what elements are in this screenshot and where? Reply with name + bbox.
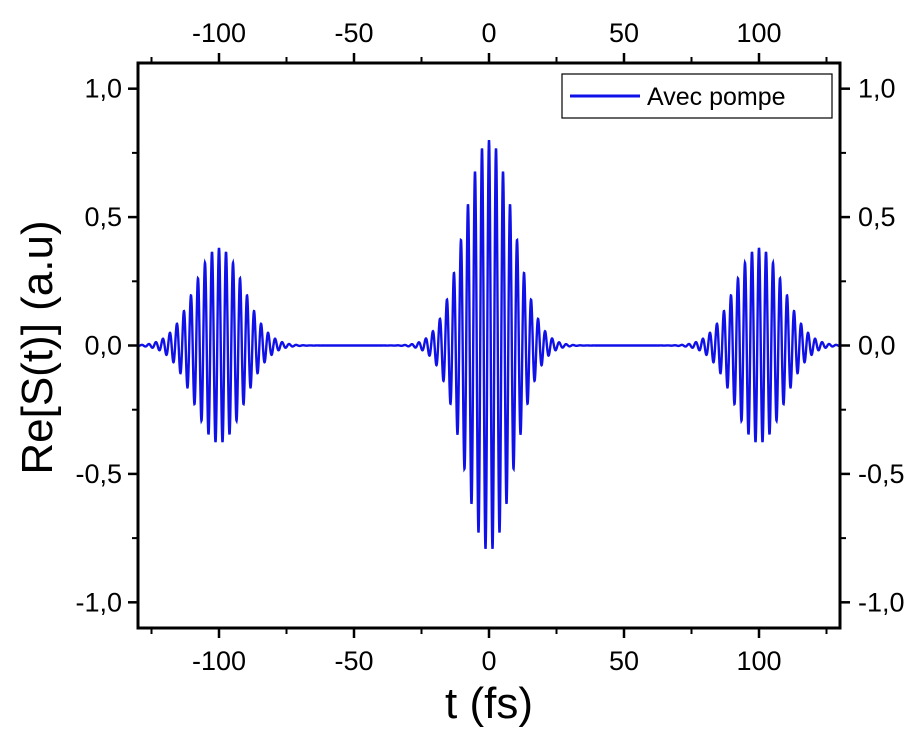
x-tick-label-bottom: 50: [609, 646, 639, 676]
series-layer: [137, 139, 841, 549]
legend: Avec pompe: [561, 73, 833, 119]
x-tick-label-top: 50: [609, 18, 639, 48]
y-tick-label-left: 0,0: [84, 331, 122, 361]
series-line-avec-pompe: [137, 139, 841, 549]
legend-label: Avec pompe: [647, 83, 786, 111]
x-tick-label-bottom: -50: [334, 646, 373, 676]
y-tick-label-right: 0,5: [858, 202, 896, 232]
x-tick-label-top: 100: [736, 18, 781, 48]
y-tick-label-left: 1,0: [84, 74, 122, 104]
x-axis-title: t (fs): [445, 679, 533, 728]
y-tick-label-right: -0,5: [858, 459, 905, 489]
y-tick-label-right: 1,0: [858, 74, 896, 104]
y-tick-label-left: 0,5: [84, 202, 122, 232]
x-tick-label-top: -50: [334, 18, 373, 48]
y-tick-label-right: -1,0: [858, 587, 905, 617]
x-tick-label-top: 0: [481, 18, 496, 48]
y-axis-title: Re[S(t)] (a.u): [13, 220, 62, 474]
y-tick-label-left: -0,5: [75, 459, 122, 489]
x-tick-label-bottom: -100: [192, 646, 246, 676]
labels-layer: -100 -100 -50 -50 0 0 50 50 100 100 -1,0 -1,0 -0,5 -0…: [75, 18, 904, 676]
y-tick-label-left: -1,0: [75, 587, 122, 617]
ticks-layer: [128, 53, 850, 638]
x-tick-label-bottom: 100: [736, 646, 781, 676]
x-tick-label-top: -100: [192, 18, 246, 48]
y-tick-label-right: 0,0: [858, 331, 896, 361]
x-tick-label-bottom: 0: [481, 646, 496, 676]
